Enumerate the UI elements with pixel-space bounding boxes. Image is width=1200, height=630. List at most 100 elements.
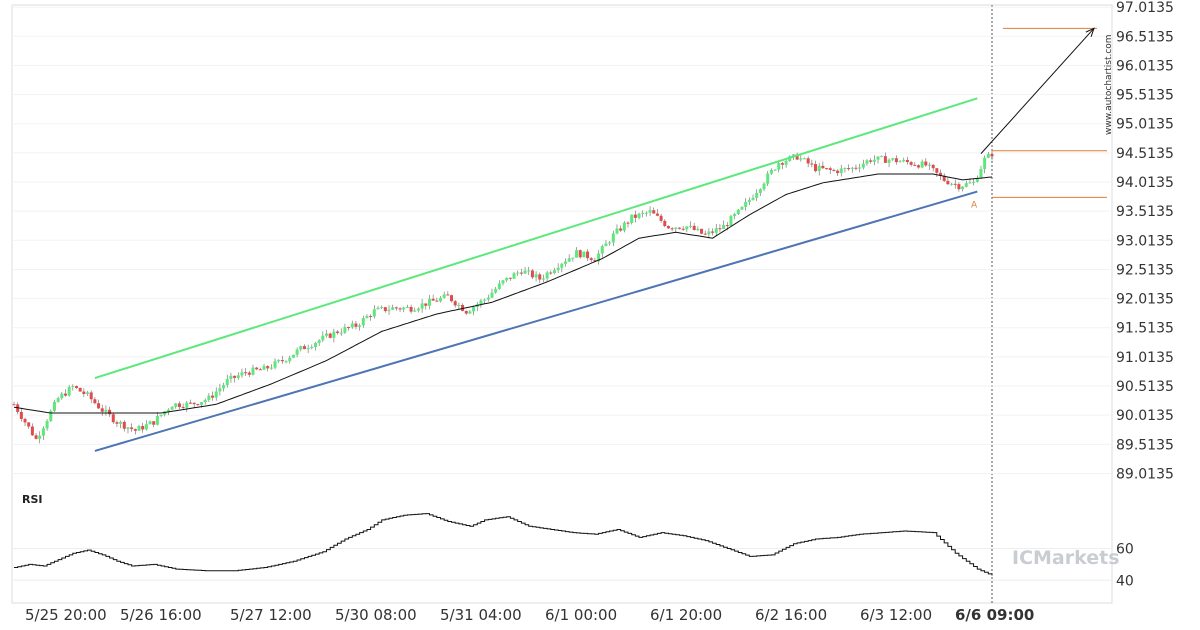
candle-body [34,435,38,439]
candle-body [119,421,123,424]
candle-body [909,162,913,165]
y-tick-label: 96.5135 [1116,29,1174,45]
candle-body [847,168,851,170]
candle-body [508,277,512,279]
candle-body [111,414,115,423]
candle-body [30,426,34,436]
candle-body [795,154,799,160]
x-tick-label: 6/2 16:00 [755,606,827,624]
candle-body [75,386,79,388]
candle-body [461,304,465,311]
candle-body [541,278,545,280]
rsi-tick-label: 40 [1116,573,1134,589]
candle-body [939,172,943,176]
candle-body [483,299,487,301]
candle-body [854,167,858,169]
candle-body [291,354,295,358]
candle-body [622,222,626,231]
candle-body [858,167,862,169]
candle-body [354,323,358,327]
candle-body [251,367,255,375]
candle-body [45,421,49,429]
chart-lines: A [13,27,1107,452]
candle-body [666,226,670,229]
candle-body [677,227,681,229]
candle-body [236,375,240,378]
x-tick-label: 6/6 09:00 [955,606,1034,624]
y-tick-label: 96.0135 [1116,58,1174,74]
candle-body [494,288,498,293]
candle-body [972,181,976,183]
candle-body [663,220,667,227]
candle-body [295,349,299,355]
candle-body [935,168,939,173]
candle-body [714,228,718,233]
candle-body [685,226,689,230]
candle-body [571,257,575,259]
candle-body [769,169,773,174]
candle-body [641,212,645,214]
candle-body [711,231,715,233]
candle-body [953,183,957,185]
candle-body [177,403,181,408]
autochartist-watermark: www.autochartist.com [1104,34,1114,135]
candle-body [545,272,549,279]
candle-body [361,318,365,326]
candle-body [126,427,130,429]
candle-body [394,307,398,309]
candle-body [843,168,847,170]
y-tick-label: 90.0135 [1116,408,1174,424]
candle-body [961,186,965,190]
candle-body [229,375,233,379]
candle-body [880,156,884,158]
candle-body [152,421,156,425]
candle-body [336,331,340,334]
candle-body [979,168,983,179]
candle-body [674,227,678,229]
candle-body [325,333,329,336]
candle-body [19,411,23,419]
candle-body [442,294,446,298]
candle-body [211,395,215,398]
pattern-point-label: A [971,200,978,210]
candle-body [876,156,880,160]
candle-body [872,159,876,162]
candle-body [108,409,112,415]
candle-body [578,250,582,258]
candle-body [280,360,284,362]
candle-body [501,280,505,284]
candle-body [575,250,579,258]
candle-body [255,367,259,370]
candle-body [696,228,700,231]
candle-body [350,323,354,328]
candle-body [630,214,634,224]
rsi-panel: RSI 60 40 [12,493,1134,589]
candle-body [920,161,924,168]
candle-body [652,210,656,214]
candle-body [405,306,409,308]
candle-body [258,369,262,371]
candle-body [655,213,659,216]
x-tick-label: 5/25 20:00 [25,606,107,624]
candle-body [490,292,494,298]
candle-body [814,164,818,172]
candle-body [435,300,439,302]
candle-body [983,157,987,169]
candle-body [990,153,994,157]
y-tick-label: 89.0135 [1116,466,1174,482]
candle-body [358,325,362,327]
candle-body [924,161,928,166]
candle-body [343,327,347,333]
candle-body [468,311,472,314]
candle-body [611,233,615,243]
y-tick-label: 92.0135 [1116,292,1174,308]
candle-body [431,298,435,301]
candle-body [600,246,604,254]
x-tick-label: 6/1 20:00 [650,606,722,624]
candle-body [773,169,777,171]
candle-body [869,160,873,162]
candle-body [519,272,523,274]
candle-body [659,215,663,221]
candle-body [420,303,424,309]
candle-body [567,258,571,262]
